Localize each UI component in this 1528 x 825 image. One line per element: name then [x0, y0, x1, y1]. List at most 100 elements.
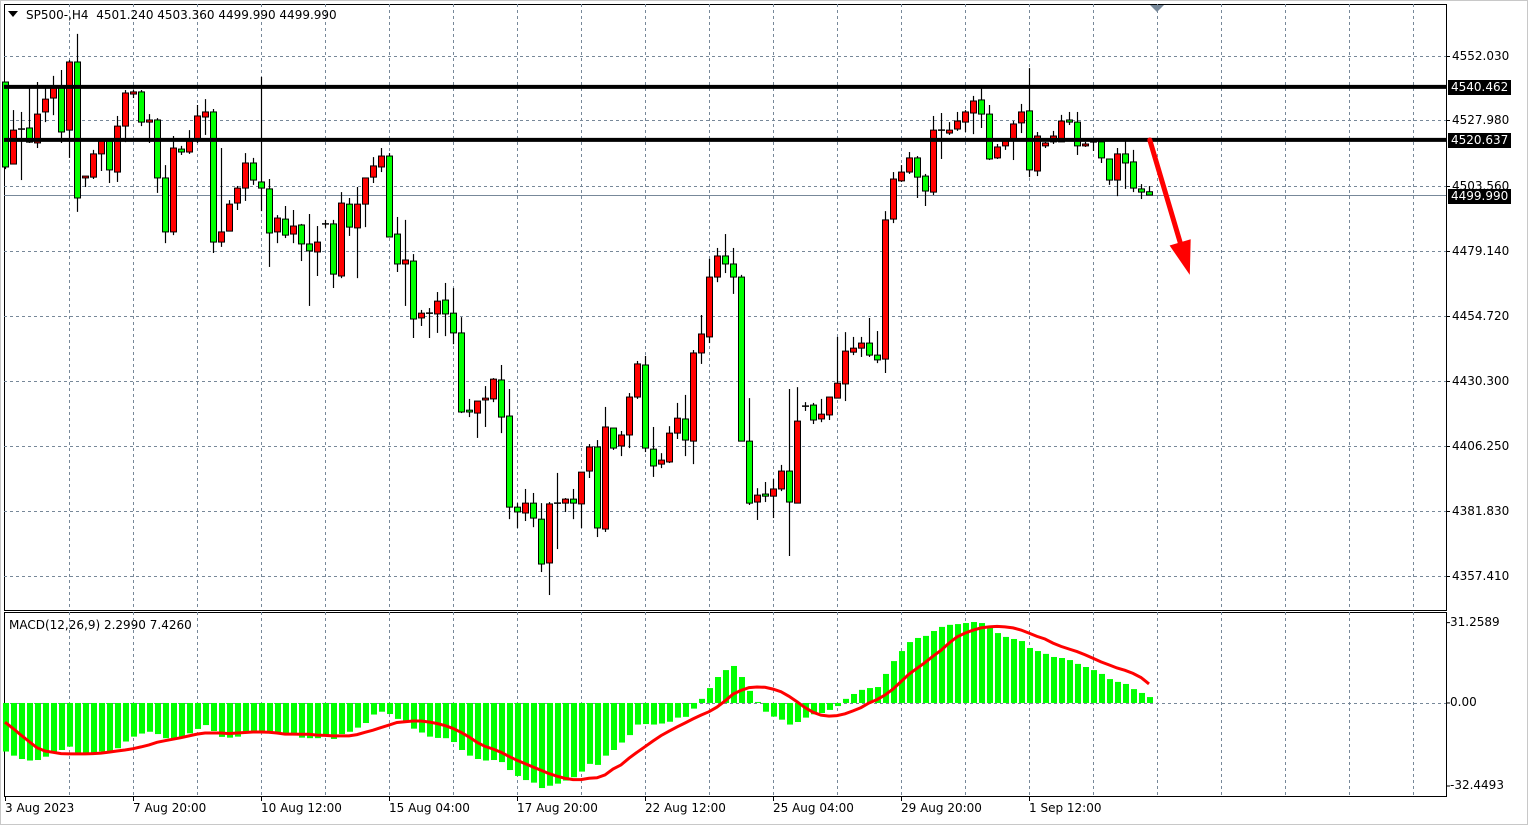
macd-histogram-bar — [331, 702, 337, 739]
macd-histogram-bar — [395, 702, 401, 719]
macd-histogram-bar — [507, 702, 513, 771]
macd-histogram-bar — [27, 702, 33, 761]
macd-histogram-bar — [179, 702, 185, 738]
candle — [730, 247, 737, 294]
candle — [610, 427, 617, 450]
candle-body-bull — [418, 312, 425, 319]
candle — [770, 479, 777, 519]
macd-histogram-bar — [691, 702, 697, 709]
candle — [826, 396, 833, 421]
candle — [522, 488, 529, 522]
macd-histogram-bar — [619, 702, 625, 743]
candle-body-bull — [354, 203, 361, 229]
candle-body-bear — [530, 502, 537, 519]
candle — [266, 179, 273, 267]
candle — [722, 234, 729, 274]
candle-body-bull — [290, 225, 297, 235]
candle — [42, 87, 49, 123]
candle-body-bear — [1122, 153, 1129, 164]
candle — [362, 177, 369, 228]
candle-body-bull — [826, 396, 833, 416]
macd-histogram-bar — [1091, 670, 1097, 703]
candle — [842, 332, 849, 402]
macd-histogram-bar — [715, 677, 721, 703]
candle-body-bear — [570, 498, 577, 504]
chart-shift-marker-icon[interactable] — [1150, 5, 1164, 12]
candle-body-bull — [770, 488, 777, 497]
macd-histogram-bar — [923, 635, 929, 703]
candle-body-bear — [722, 255, 729, 265]
macd-histogram-bar — [299, 702, 305, 738]
candle-body-bull — [562, 498, 569, 504]
candle-body-bull — [362, 177, 369, 205]
candle — [434, 292, 441, 333]
candle — [314, 226, 321, 277]
price-axis-label: 4406.250 — [1452, 438, 1510, 453]
candle-body-bull — [858, 342, 865, 349]
price-axis-label: 4430.300 — [1452, 373, 1510, 388]
candle-body-bull — [954, 120, 961, 130]
candle-body-bull — [146, 119, 153, 123]
candle-body-bull — [778, 470, 785, 490]
candle-body-bull — [314, 241, 321, 253]
candle — [514, 503, 521, 528]
candle-body-bear — [298, 224, 305, 245]
candle — [386, 153, 393, 238]
candle-body-bear — [1146, 191, 1153, 196]
main-price-panel[interactable] — [4, 4, 1447, 611]
candle-body-bull — [690, 352, 697, 442]
candle — [242, 153, 249, 201]
candle-body-bull — [338, 202, 345, 277]
macd-histogram-bar — [779, 702, 785, 720]
candle-body-bear — [730, 263, 737, 278]
candle — [666, 426, 673, 464]
macd-histogram-bar — [403, 702, 409, 721]
time-axis-label: 3 Aug 2023 — [5, 801, 75, 815]
macd-histogram-bar — [723, 670, 729, 703]
macd-histogram-bar — [971, 622, 977, 703]
candle-body-bull — [930, 129, 937, 193]
candle-body-bull — [546, 503, 553, 564]
macd-histogram-bar — [451, 702, 457, 743]
candle-body-bull — [698, 333, 705, 354]
candle — [986, 105, 993, 161]
candle — [802, 402, 809, 411]
candle-body-bull — [10, 129, 17, 165]
candle — [402, 219, 409, 306]
candle-body-bull — [586, 446, 593, 472]
macd-histogram-bar — [859, 689, 865, 703]
arrow-down-icon[interactable] — [1169, 239, 1191, 275]
macd-histogram-bar — [531, 702, 537, 783]
candle-body-bull — [34, 113, 41, 144]
candle-body-bear — [410, 260, 417, 320]
candle — [394, 216, 401, 272]
candle-body-bear — [458, 332, 465, 413]
macd-histogram-bar — [211, 702, 217, 731]
candle-body-bear — [258, 181, 265, 189]
candle-body-bear — [210, 111, 217, 243]
candle-body-bear — [642, 364, 649, 449]
time-axis-label: 17 Aug 20:00 — [517, 801, 598, 815]
macd-histogram-bar — [171, 702, 177, 739]
candle-body-bull — [1010, 123, 1017, 141]
candle-body-bear — [250, 162, 257, 181]
candle — [554, 472, 561, 550]
candle — [482, 386, 489, 427]
candle-body-bull — [194, 115, 201, 141]
symbol-menu-triangle-icon[interactable] — [8, 11, 18, 17]
candle-body-bear — [922, 175, 929, 192]
candle-body-bull — [906, 157, 913, 173]
macd-histogram-bar — [483, 702, 489, 761]
candle — [330, 219, 337, 289]
candle-body-bull — [370, 165, 377, 178]
candle — [498, 364, 505, 434]
macd-histogram-bar — [115, 702, 121, 749]
annotation-arrow-shaft[interactable] — [1147, 137, 1183, 245]
macd-histogram-bar — [467, 702, 473, 756]
candle — [306, 214, 313, 306]
candle-body-bull — [946, 129, 953, 134]
price-axis-label: 4527.980 — [1452, 112, 1510, 127]
price-axis-label: 4479.140 — [1452, 243, 1510, 258]
candle-body-bull — [626, 396, 633, 436]
